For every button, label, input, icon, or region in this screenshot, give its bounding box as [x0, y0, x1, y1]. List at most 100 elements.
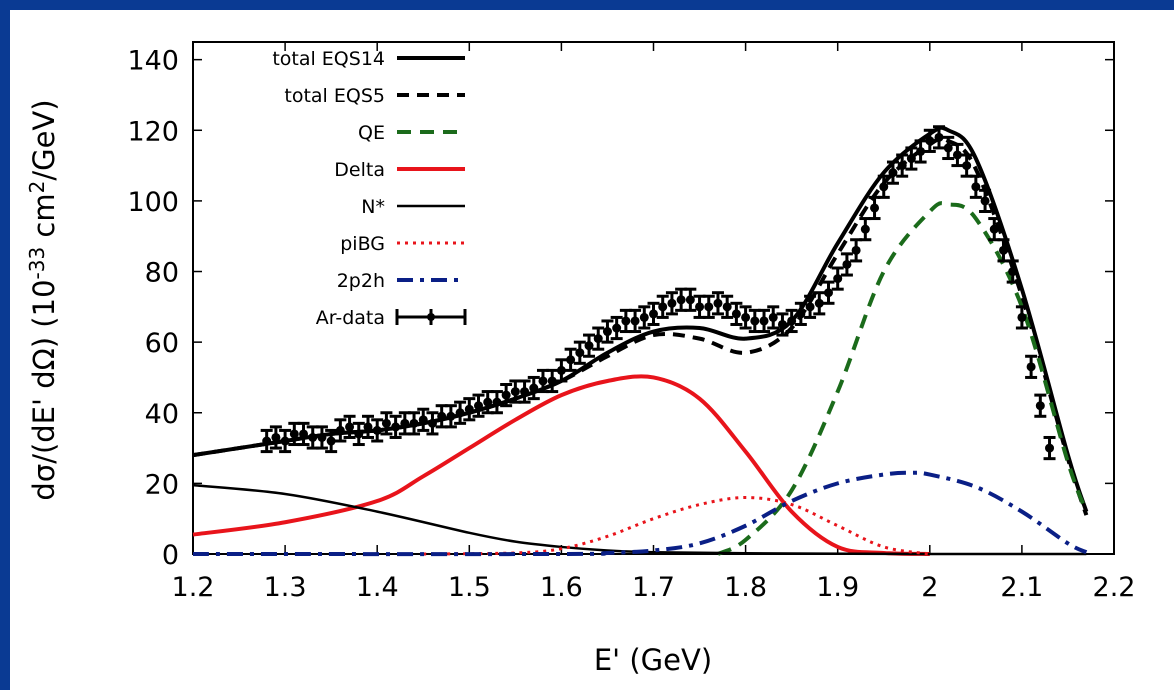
data-point: [490, 390, 503, 415]
legend-entry: 2p2h: [337, 270, 465, 292]
data-point: [739, 305, 752, 330]
data-point-marker: [934, 132, 944, 142]
data-point: [711, 291, 724, 316]
x-tick-label: 1.7: [632, 572, 675, 603]
data-point-marker: [962, 161, 972, 171]
data-point: [804, 294, 817, 319]
data-point-marker: [685, 295, 695, 305]
y-tick-label: 120: [127, 116, 179, 147]
data-point: [629, 308, 642, 334]
data-point: [988, 217, 1001, 242]
x-tick-label: 1.3: [264, 572, 307, 603]
legend-entry: total EQS14: [272, 48, 465, 70]
data-point: [831, 266, 844, 291]
chart-frame: total EQS14 total EQS5 QE Delta N* piBG 2p2h Ar…: [10, 10, 1174, 690]
x-tick-label: 2.2: [1093, 572, 1136, 603]
data-point: [886, 160, 899, 185]
axis-ticks: [192, 42, 1115, 555]
data-point: [500, 383, 513, 408]
series-line-2p2h: [192, 470, 1088, 557]
data-point: [914, 139, 927, 164]
y-tick-labels: 0 20 40 60 80 100 120 140: [127, 46, 179, 571]
data-point-marker: [842, 259, 852, 269]
data-point-marker: [427, 418, 437, 428]
data-point-marker: [372, 425, 382, 435]
data-point: [905, 146, 918, 171]
data-point-marker: [989, 224, 999, 234]
data-point-marker: [317, 432, 327, 442]
data-point: [1025, 354, 1038, 379]
plot-area: total EQS14 total EQS5 QE Delta N* piBG 2p2h Ar…: [192, 41, 1115, 557]
data-point-marker: [538, 376, 548, 386]
legend-label: 2p2h: [337, 270, 385, 292]
y-axis-title: dσ/(dE' dΩ) (10-33 cm2/GeV): [25, 99, 61, 500]
data-point: [684, 287, 697, 312]
data-point: [859, 217, 872, 242]
data-point-marker: [455, 408, 465, 418]
data-point: [454, 400, 467, 425]
data-points-layer: [260, 125, 1056, 461]
data-point: [721, 294, 734, 319]
plot-border: [192, 41, 1115, 555]
data-point-marker: [925, 136, 935, 146]
legend-label: N*: [361, 196, 385, 218]
data-point-marker: [345, 422, 355, 432]
data-point: [601, 319, 614, 344]
data-point-marker: [547, 376, 557, 386]
legend-entry: Ar-data: [316, 307, 467, 329]
data-point: [923, 128, 936, 153]
data-point-marker: [1008, 267, 1018, 277]
data-point: [555, 358, 568, 383]
data-point-marker: [326, 436, 336, 446]
data-point: [758, 308, 771, 334]
data-point-marker: [501, 390, 511, 400]
y-tick-label: 80: [145, 258, 179, 289]
data-point-marker: [667, 298, 677, 308]
data-point: [389, 414, 402, 439]
data-point: [564, 347, 577, 372]
data-point-marker: [704, 302, 714, 312]
legend-entry: N*: [361, 196, 465, 218]
data-point: [315, 425, 328, 450]
data-point-marker: [952, 150, 962, 160]
y-axis-title-exponent2: 2: [25, 181, 49, 194]
data-point-marker: [695, 302, 705, 312]
data-point-marker: [750, 316, 760, 326]
data-point: [785, 308, 798, 334]
data-point-marker: [658, 302, 668, 312]
data-point-marker: [271, 432, 281, 442]
data-point: [527, 375, 540, 401]
data-point: [583, 333, 596, 358]
x-tick-label: 1.4: [356, 572, 399, 603]
data-point-marker: [870, 203, 880, 213]
data-point-marker: [354, 429, 364, 439]
data-point: [269, 425, 282, 450]
data-point: [444, 404, 457, 429]
data-point-marker: [731, 309, 741, 319]
data-point: [297, 421, 310, 447]
data-point-marker: [280, 436, 290, 446]
y-tick-label: 0: [162, 540, 179, 571]
data-point-marker: [602, 327, 612, 337]
y-axis-title-exponent: -33: [25, 247, 49, 280]
data-point-marker: [787, 316, 797, 326]
y-tick-label: 20: [145, 469, 179, 500]
data-point-marker: [363, 422, 373, 432]
data-point-marker: [851, 245, 861, 255]
data-point: [850, 238, 863, 263]
data-point: [951, 142, 964, 168]
series-layer: [192, 125, 1089, 557]
data-point-marker: [998, 245, 1008, 255]
data-point-marker: [381, 418, 391, 428]
data-point-marker: [777, 319, 787, 329]
data-point: [546, 368, 559, 394]
data-point-marker: [391, 422, 401, 432]
data-point: [877, 174, 890, 199]
data-point: [656, 294, 669, 319]
data-point-marker: [575, 348, 585, 358]
data-point-marker: [943, 143, 953, 153]
data-point: [979, 188, 992, 213]
data-point: [371, 418, 384, 443]
data-point: [1006, 259, 1019, 284]
y-tick-label: 100: [127, 187, 179, 218]
